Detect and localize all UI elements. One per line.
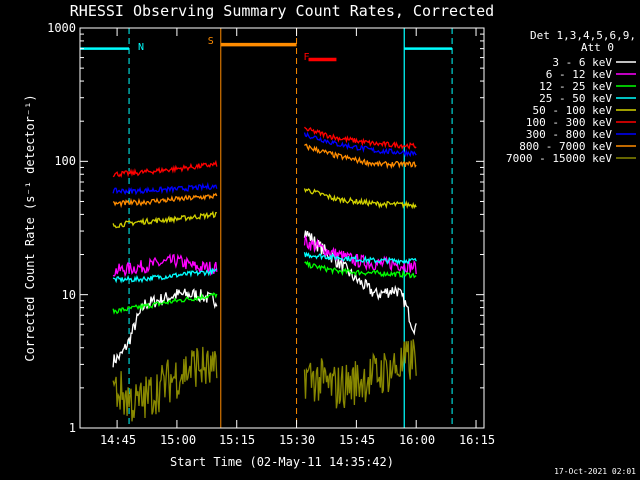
- x-tick-label-1515: 15:15: [219, 433, 255, 447]
- series-line-100-300-keV-seg0: [112, 159, 218, 178]
- flag-layer: N S F: [138, 36, 310, 63]
- legend-header-attenuator: Att 0: [581, 41, 614, 54]
- y-axis-label: Corrected Count Rate (s⁻¹ detector⁻¹): [23, 94, 37, 361]
- x-tick-label-1615: 16:15: [459, 433, 495, 447]
- y-tick-label-100: 100: [54, 154, 76, 168]
- series-line-3-6-keV-seg1: [303, 230, 417, 336]
- y-minor-ticks: [80, 27, 484, 429]
- x-tick-label-1545: 15:45: [339, 433, 375, 447]
- legend-label-4: 50 - 100 keV: [533, 104, 613, 117]
- series-line-25-50-keV-seg0: [112, 267, 218, 284]
- y-tick-label-1: 1: [69, 421, 76, 435]
- flag-label-F: F: [304, 52, 310, 63]
- series-line-12-25-keV-seg1: [304, 260, 417, 279]
- plot-area: N S F: [79, 28, 453, 428]
- series-line-50-100-keV-seg1: [303, 188, 417, 210]
- legend-label-6: 300 - 800 keV: [526, 128, 612, 141]
- legend-label-2: 12 - 25 keV: [539, 80, 612, 93]
- legend-label-8: 7000 - 15000 keV: [506, 152, 612, 165]
- series-line-25-50-keV-seg1: [303, 251, 417, 266]
- series-line-7000-15000-keV-seg0: [112, 346, 218, 422]
- x-tick-label-1445: 14:45: [100, 433, 136, 447]
- series-layer: [112, 126, 417, 422]
- plot-frame: [79, 27, 485, 429]
- flag-label-N: N: [138, 42, 144, 53]
- series-line-800-7000-keV-seg0: [112, 192, 218, 209]
- legend-label-1: 6 - 12 keV: [546, 68, 613, 81]
- legend-header-detectors: Det 1,3,4,5,6,9,: [530, 29, 636, 42]
- series-line-6-12-keV-seg0: [112, 253, 218, 278]
- timestamp: 17-Oct-2021 02:01: [554, 467, 636, 476]
- x-axis-label: Start Time (02-May-11 14:35:42): [170, 455, 394, 469]
- y-tick-label-10: 10: [62, 288, 76, 302]
- legend-label-7: 800 - 7000 keV: [519, 140, 612, 153]
- series-line-300-800-keV-seg0: [112, 181, 218, 196]
- legend-label-5: 100 - 300 keV: [526, 116, 612, 129]
- y-axis: 1000 100 10 1: [47, 21, 76, 435]
- series-line-800-7000-keV-seg1: [304, 143, 417, 170]
- series-line-100-300-keV-seg1: [304, 126, 417, 150]
- series-line-7000-15000-keV-seg1: [303, 339, 417, 409]
- x-tick-label-1600: 16:00: [399, 433, 435, 447]
- x-axis: 14:45 15:00 15:15 15:30 15:45 16:00 16:1…: [100, 433, 495, 447]
- series-line-50-100-keV-seg0: [112, 210, 217, 229]
- series-line-12-25-keV-seg0: [112, 292, 218, 315]
- legend-label-0: 3 - 6 keV: [552, 56, 612, 69]
- x-tick-label-1500: 15:00: [160, 433, 196, 447]
- x-tick-label-1530: 15:30: [279, 433, 315, 447]
- series-line-300-800-keV-seg1: [303, 131, 417, 158]
- legend-label-3: 25 - 50 keV: [539, 92, 612, 105]
- flag-label-S: S: [208, 36, 214, 47]
- chart-title: RHESSI Observing Summary Count Rates, Co…: [70, 2, 494, 20]
- series-line-3-6-keV-seg0: [112, 288, 218, 368]
- series-line-6-12-keV-seg1: [303, 235, 417, 275]
- y-tick-label-1000: 1000: [47, 21, 76, 35]
